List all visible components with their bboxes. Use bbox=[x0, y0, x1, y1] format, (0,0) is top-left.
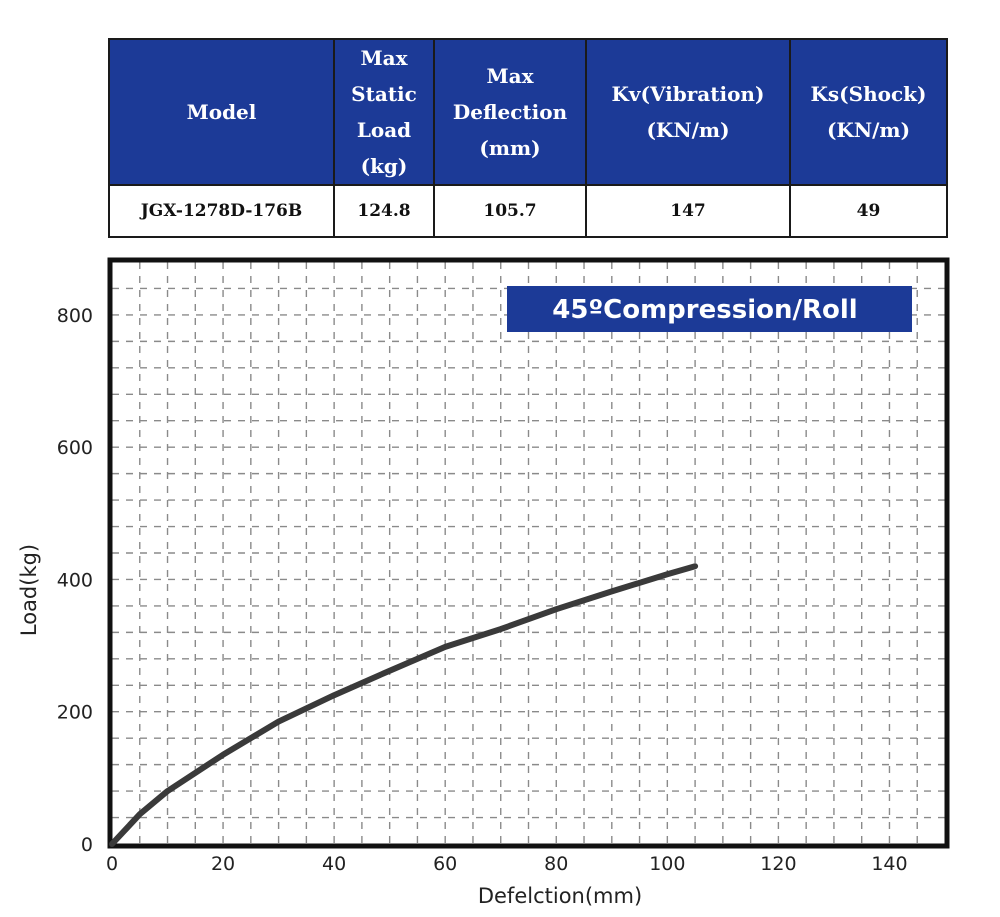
header-model: Model bbox=[108, 38, 335, 186]
x-tick-label: 60 bbox=[433, 853, 457, 875]
header-max-static-load: Max Static Load (kg) bbox=[333, 38, 435, 186]
y-tick-label: 400 bbox=[57, 569, 93, 591]
header-ks-shock: Ks(Shock) (KN/m) bbox=[789, 38, 948, 186]
tick-labels: 0 20 40 60 80 100 120 140 0 200 400 600 800 bbox=[57, 305, 908, 875]
y-tick-label: 200 bbox=[57, 702, 93, 724]
cell-ks-shock: 49 bbox=[789, 184, 948, 238]
x-tick-label: 120 bbox=[760, 853, 796, 875]
header-kv-vibration: Kv(Vibration) (KN/m) bbox=[585, 38, 791, 186]
chart-title: 45ºCompression/Roll bbox=[552, 295, 857, 325]
chart-title-badge: 45ºCompression/Roll bbox=[507, 286, 912, 332]
x-tick-label: 40 bbox=[322, 853, 346, 875]
x-axis-title: Defelction(mm) bbox=[478, 884, 642, 908]
cell-kv-vibration: 147 bbox=[585, 184, 791, 238]
series-line bbox=[109, 563, 699, 847]
title-badge-background bbox=[507, 286, 912, 332]
x-tick-label: 0 bbox=[106, 853, 118, 875]
spec-table: Model Max Static Load (kg) Max Deflectio… bbox=[108, 38, 948, 238]
x-tick-label: 140 bbox=[871, 853, 907, 875]
y-axis-title: Load(kg) bbox=[17, 544, 41, 636]
cell-max-deflection: 105.7 bbox=[433, 184, 587, 238]
table-row: JGX-1278D-176B 124.8 105.7 147 49 bbox=[108, 184, 948, 238]
chart-grid bbox=[112, 262, 945, 844]
header-max-deflection: Max Deflection (mm) bbox=[433, 38, 587, 186]
x-tick-label: 80 bbox=[544, 853, 568, 875]
spec-header-row: Model Max Static Load (kg) Max Deflectio… bbox=[108, 38, 948, 186]
y-tick-label: 800 bbox=[57, 305, 93, 327]
y-tick-label: 600 bbox=[57, 437, 93, 459]
x-tick-label: 100 bbox=[649, 853, 685, 875]
x-tick-label: 20 bbox=[211, 853, 235, 875]
cell-max-static-load: 124.8 bbox=[333, 184, 435, 238]
cell-model: JGX-1278D-176B bbox=[108, 184, 335, 238]
y-tick-label: 0 bbox=[81, 834, 93, 856]
load-deflection-chart: 0 20 40 60 80 100 120 140 0 200 400 600 800 45ºCompr… bbox=[17, 257, 950, 908]
plot-frame bbox=[107, 257, 950, 849]
